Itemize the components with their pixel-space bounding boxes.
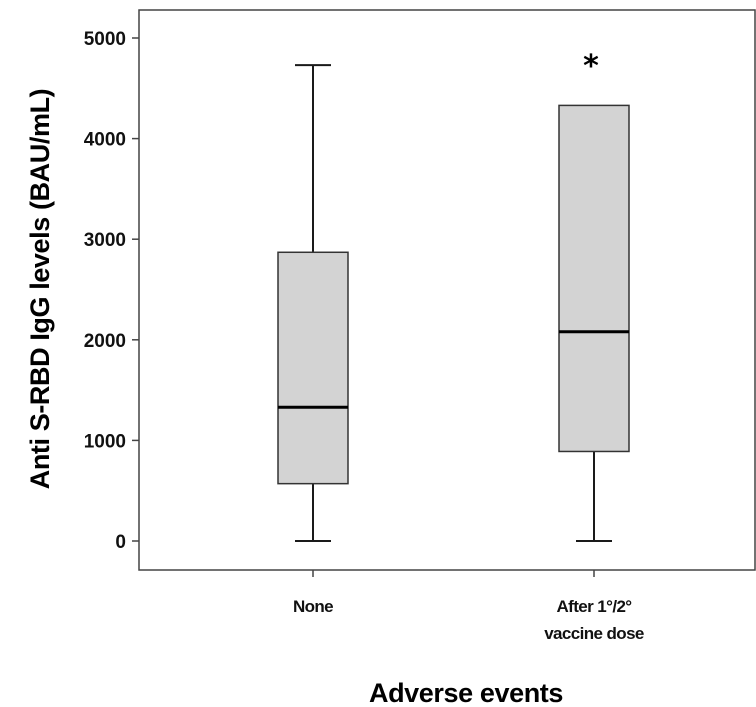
x-tick-label: None [293, 597, 333, 616]
y-tick-label: 3000 [84, 230, 126, 251]
y-tick-label: 2000 [84, 331, 126, 352]
iqr-box [558, 104, 630, 453]
y-tick-label: 5000 [84, 29, 126, 50]
y-tick-label: 1000 [84, 431, 126, 452]
y-tick-label: 4000 [84, 130, 126, 151]
outlier-marker: * [583, 49, 599, 84]
y-axis: 0 1000 2000 3000 4000 5000 [84, 29, 139, 553]
box-group [277, 64, 349, 542]
x-axis: None After 1°/2° vaccine dose [293, 570, 645, 643]
y-tick-label: 0 [115, 532, 126, 553]
y-axis-title: Anti S-RBD IgG levels (BAU/mL) [25, 89, 55, 490]
x-tick-label: vaccine dose [544, 624, 644, 643]
iqr-box [277, 251, 349, 485]
box-series: * [277, 49, 630, 542]
x-axis-title: Adverse events [369, 678, 563, 707]
box-group: * [558, 49, 630, 542]
x-tick-label: After 1°/2° [556, 597, 632, 616]
plot-frame [138, 9, 756, 571]
